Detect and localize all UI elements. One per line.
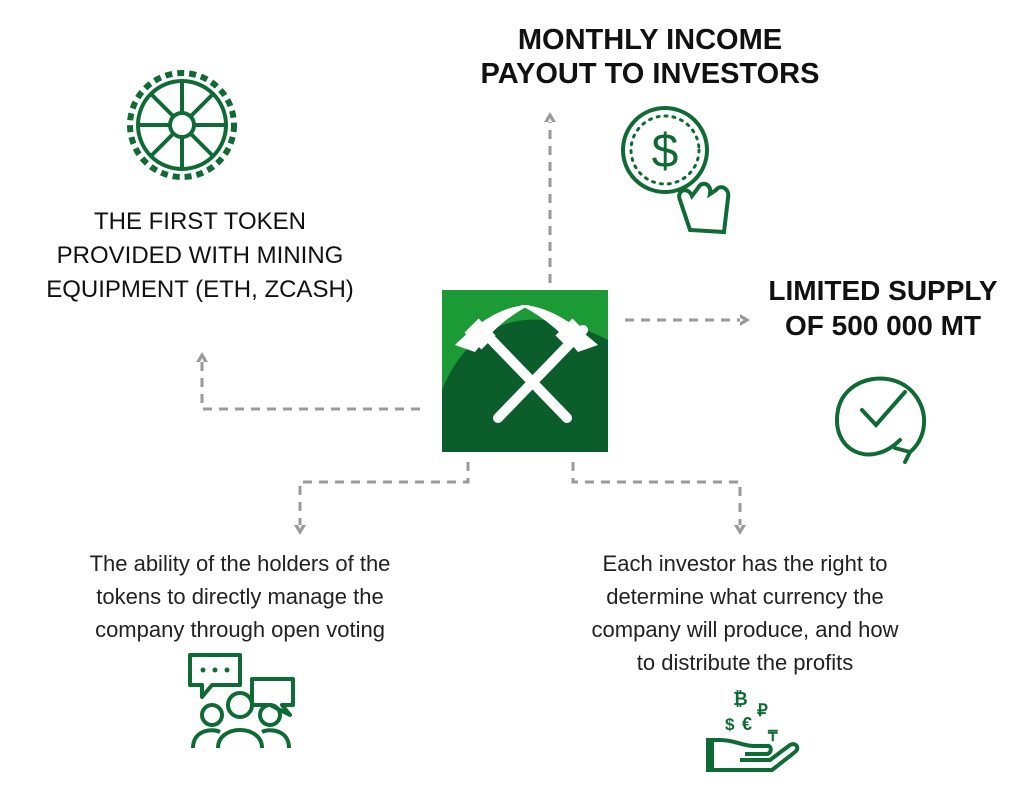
arrow-up-income: [544, 112, 556, 122]
income-title-line2: PAYOUT TO INVESTORS: [480, 58, 820, 90]
gear-icon: [127, 70, 237, 180]
first-token-line3: EQUIPMENT (ETH, ZCASH): [46, 276, 354, 303]
hand-currency-icon: ₿ $ € ₽ ₸: [706, 689, 800, 772]
first-token-text: THE FIRST TOKEN PROVIDED WITH MINING EQU…: [20, 205, 380, 307]
connector-to-first-token: [200, 362, 420, 411]
income-title: MONTHLY INCOME PAYOUT TO INVESTORS: [420, 23, 880, 91]
connector-lines: [200, 122, 742, 525]
voting-line3: company through open voting: [95, 617, 385, 642]
supply-title: LIMITED SUPPLY OF 500 000 MT: [748, 273, 1018, 343]
crossed-pickaxes-logo: [442, 290, 608, 452]
voting-text: The ability of the holders of the tokens…: [40, 547, 440, 646]
first-token-line1: THE FIRST TOKEN: [93, 208, 307, 235]
connector-to-investor: [571, 462, 742, 525]
investor-text: Each investor has the right to determine…: [540, 547, 950, 679]
arrow-up-first-token: [196, 352, 208, 362]
investor-line1: Each investor has the right to: [602, 551, 888, 576]
svg-text:€: €: [742, 714, 752, 734]
svg-text:₸: ₸: [767, 728, 778, 745]
connector-arrowheads: [196, 112, 750, 535]
voting-line1: The ability of the holders of the: [89, 551, 391, 576]
supply-title-line2: OF 500 000 MT: [784, 310, 982, 341]
svg-text:₽: ₽: [757, 701, 768, 720]
connector-to-voting: [298, 462, 470, 525]
arrow-down-voting: [294, 525, 306, 535]
arrow-down-investor: [734, 525, 746, 535]
svg-text:$: $: [725, 715, 735, 734]
income-title-line1: MONTHLY INCOME: [517, 24, 783, 56]
first-token-line2: PROVIDED WITH MINING: [56, 242, 344, 269]
investor-line3: company will produce, and how: [591, 617, 899, 642]
arrow-right-supply: [740, 314, 750, 326]
supply-title-line1: LIMITED SUPPLY: [768, 275, 998, 306]
svg-text:₿: ₿: [733, 689, 748, 709]
circular-check-icon: [834, 376, 927, 464]
people-chat-icon: [188, 653, 295, 749]
investor-line4: to distribute the profits: [636, 650, 854, 675]
dollar-coin-click-icon: $: [621, 106, 731, 235]
svg-text:$: $: [652, 125, 679, 178]
investor-line2: determine what currency the: [606, 584, 884, 609]
voting-line2: tokens to directly manage the: [96, 584, 384, 609]
